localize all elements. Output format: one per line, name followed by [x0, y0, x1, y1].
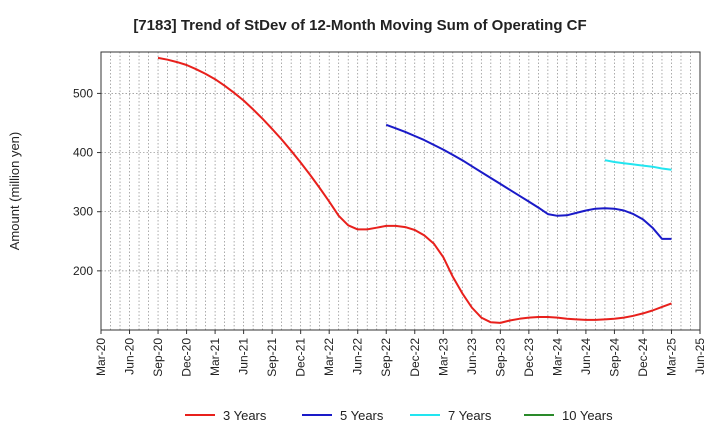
x-tick-label: Sep-21 [265, 338, 279, 377]
legend: 3 Years 5 Years 7 Years 10 Years [185, 408, 613, 423]
x-tick-label: Sep-23 [493, 338, 507, 377]
legend-label: 5 Years [340, 408, 384, 423]
y-axis: 200 300 400 500 [73, 86, 101, 278]
series-line-7-years [604, 159, 672, 171]
grid [101, 52, 700, 330]
x-tick-label: Dec-22 [408, 338, 422, 377]
x-tick-label: Mar-20 [94, 338, 108, 376]
x-tick-label: Sep-20 [151, 338, 165, 377]
x-tick-label: Dec-21 [294, 338, 308, 377]
x-tick-label: Jun-22 [351, 338, 365, 375]
legend-label: 7 Years [448, 408, 492, 423]
x-tick-label: Jun-21 [237, 338, 251, 375]
y-axis-label: Amount (million yen) [7, 132, 22, 251]
y-tick-label: 500 [73, 86, 93, 100]
y-tick-label: 200 [73, 264, 93, 278]
plot-frame [100, 51, 701, 331]
y-tick-label: 400 [73, 146, 93, 160]
x-tick-label: Mar-25 [664, 338, 678, 376]
series-line-3-years [157, 56, 672, 324]
x-axis: Mar-20 Jun-20 Sep-20 Dec-20 Mar-21 Jun-21 Sep-… [94, 330, 707, 377]
series-lines [157, 56, 672, 324]
x-tick-label: Sep-24 [607, 338, 621, 377]
x-tick-label: Dec-20 [180, 338, 194, 377]
x-tick-label: Mar-24 [550, 338, 564, 376]
x-tick-label: Jun-20 [123, 338, 137, 375]
legend-label: 10 Years [562, 408, 613, 423]
x-tick-label: Dec-23 [522, 338, 536, 377]
y-tick-label: 300 [73, 205, 93, 219]
legend-label: 3 Years [223, 408, 267, 423]
series-line-5-years [385, 123, 672, 240]
chart-title: [7183] Trend of StDev of 12-Month Moving… [133, 17, 586, 34]
x-tick-label: Mar-22 [322, 338, 336, 376]
x-tick-label: Mar-21 [208, 338, 222, 376]
x-tick-label: Jun-24 [579, 338, 593, 375]
x-tick-label: Jun-23 [465, 338, 479, 375]
x-tick-label: Sep-22 [379, 338, 393, 377]
x-tick-label: Dec-24 [636, 338, 650, 377]
x-tick-label: Jun-25 [693, 338, 707, 375]
x-tick-label: Mar-23 [436, 338, 450, 376]
